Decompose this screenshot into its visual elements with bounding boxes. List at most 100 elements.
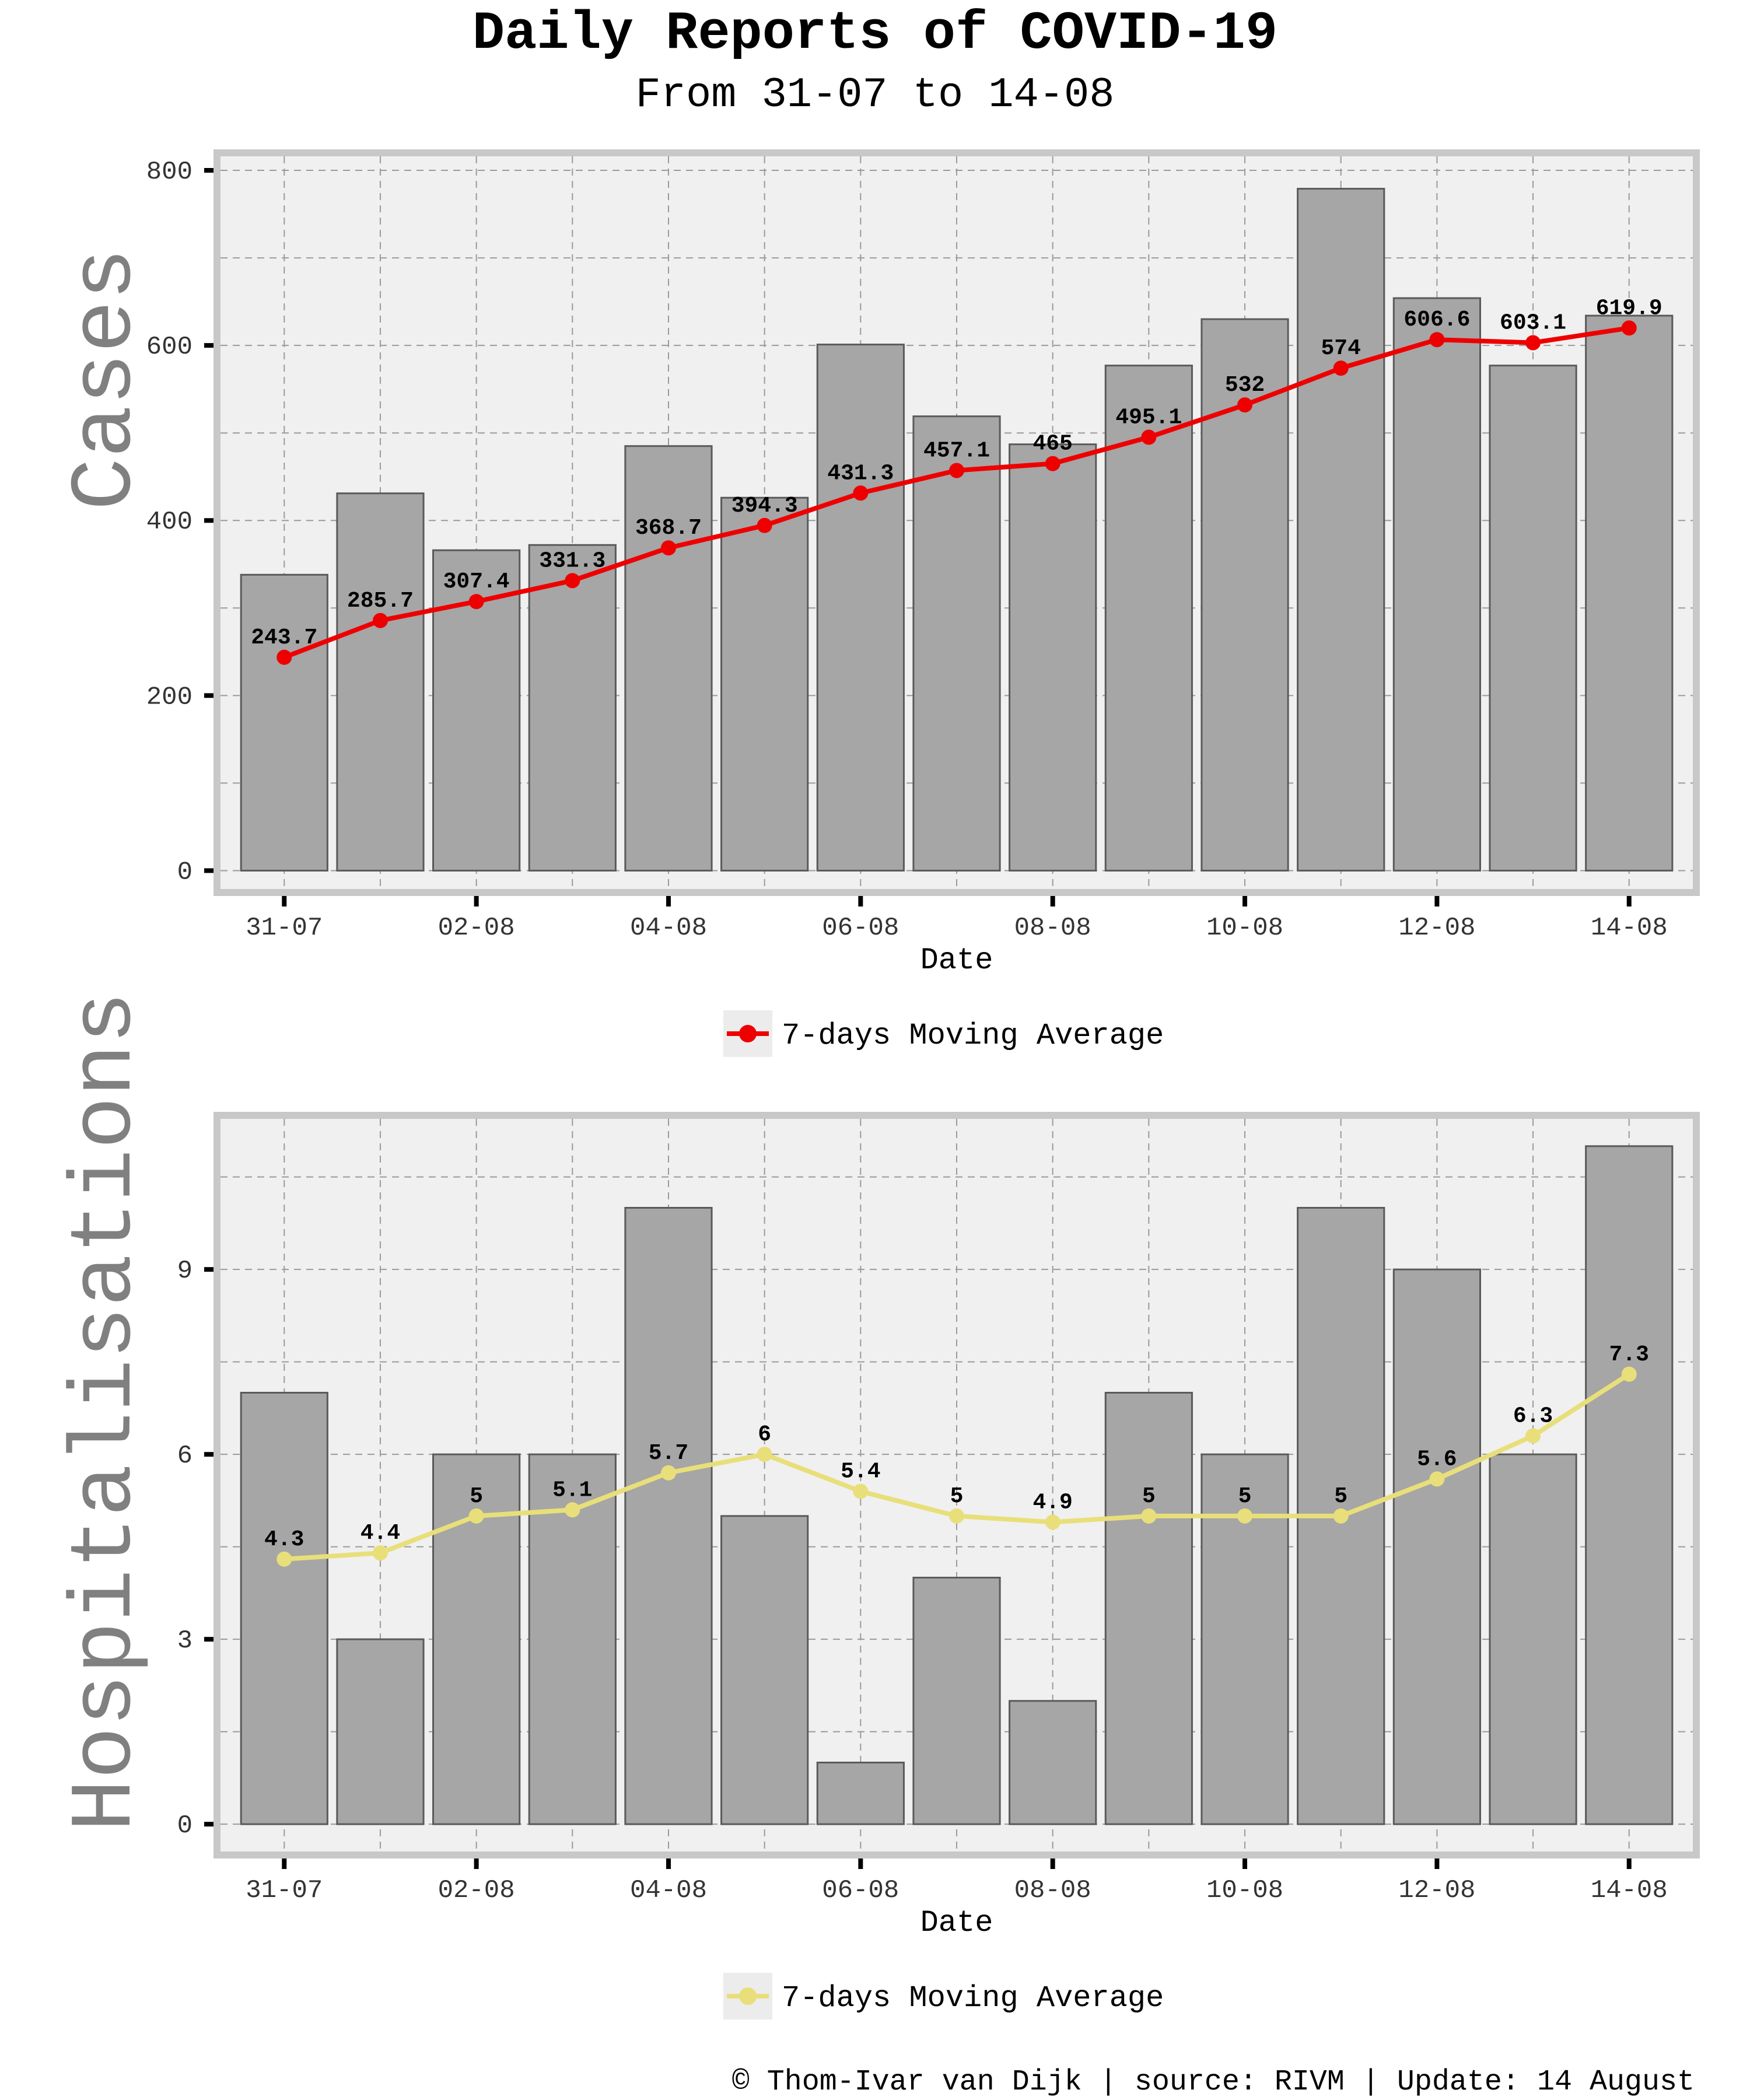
bar-13-08 — [1489, 1453, 1577, 1825]
y-tick-label: 200 — [146, 682, 192, 712]
legend-label: 7-days Moving Average — [782, 1981, 1164, 2015]
data-label-12-08: 5.6 — [1417, 1447, 1457, 1472]
y-tick-label: 0 — [177, 858, 192, 887]
bar-06-08 — [816, 344, 905, 872]
data-label-08-08: 465 — [1032, 432, 1072, 457]
x-tick-label-14-08: 14-08 — [1591, 914, 1668, 943]
y-axis: 0 3 6 9 — [177, 1256, 214, 1840]
bar-31-07 — [240, 573, 328, 872]
moving-average-point-06-08 — [853, 485, 869, 501]
y-tick-label: 3 — [177, 1626, 192, 1656]
x-tick-label-04-08: 04-08 — [630, 914, 707, 943]
bar-14-08 — [1585, 1145, 1674, 1825]
data-label-03-08: 5.1 — [552, 1478, 592, 1503]
data-label-07-08: 5 — [950, 1484, 964, 1509]
moving-average-point-08-08 — [1045, 1514, 1060, 1530]
moving-average-point-14-08 — [1621, 320, 1637, 336]
bar-04-08 — [624, 445, 713, 872]
x-tick-label-10-08: 10-08 — [1206, 1876, 1283, 1905]
bar-06-08 — [816, 1762, 905, 1825]
data-label-01-08: 285.7 — [347, 589, 414, 614]
bar-04-08 — [624, 1207, 713, 1825]
moving-average-point-03-08 — [565, 573, 580, 589]
bar-03-08 — [528, 1453, 617, 1825]
data-label-06-08: 431.3 — [827, 461, 894, 486]
x-tick-label-31-07: 31-07 — [246, 1876, 323, 1905]
side-label-hospitalisations: Hospitalisations — [57, 992, 156, 1832]
data-label-03-08: 331.3 — [539, 548, 606, 573]
data-label-14-08: 7.3 — [1609, 1342, 1649, 1367]
x-tick-label-02-08: 02-08 — [438, 1876, 515, 1905]
x-tick-label-02-08: 02-08 — [438, 914, 515, 943]
data-label-11-08: 5 — [1334, 1484, 1348, 1509]
data-label-10-08: 5 — [1238, 1484, 1252, 1509]
data-label-05-08: 6 — [758, 1422, 771, 1447]
data-label-05-08: 394.3 — [732, 494, 798, 519]
chart-title: Daily Reports of COVID-19 — [473, 3, 1278, 64]
data-label-14-08: 619.9 — [1596, 296, 1662, 321]
x-axis-title: Date — [921, 1906, 993, 1940]
x-axis-title: Date — [921, 943, 993, 978]
data-label-31-07: 243.7 — [251, 625, 317, 650]
cases-panel: 243.7 285.7 307.4 331.3 368.7 394.3 431.3 457.1… — [146, 149, 1700, 1057]
bar-07-08 — [912, 415, 1001, 872]
y-tick-label: 9 — [177, 1256, 192, 1286]
data-label-13-08: 603.1 — [1500, 310, 1566, 335]
x-tick-label-14-08: 14-08 — [1591, 1876, 1668, 1905]
data-label-02-08: 5 — [470, 1484, 483, 1509]
bar-09-08 — [1104, 365, 1193, 872]
moving-average-point-31-07 — [276, 649, 292, 665]
bar-05-08 — [720, 496, 809, 872]
data-label-11-08: 574 — [1321, 336, 1360, 361]
x-tick-label-06-08: 06-08 — [822, 1876, 899, 1905]
y-tick-label: 400 — [146, 508, 192, 537]
data-label-04-08: 5.7 — [649, 1441, 688, 1466]
data-label-07-08: 457.1 — [923, 439, 990, 464]
moving-average-point-11-08 — [1333, 1508, 1349, 1524]
footer-credit: © Thom-Ivar van Dijk | source: RIVM | Up… — [732, 2066, 1695, 2099]
moving-average-point-08-08 — [1045, 456, 1060, 471]
x-tick-label-04-08: 04-08 — [630, 1876, 707, 1905]
x-tick-label-10-08: 10-08 — [1206, 914, 1283, 943]
y-axis: 0 200 400 600 800 — [146, 158, 214, 887]
moving-average-point-09-08 — [1141, 1508, 1157, 1524]
moving-average-point-07-08 — [949, 1508, 964, 1524]
data-label-13-08: 6.3 — [1513, 1404, 1553, 1429]
data-label-31-07: 4.3 — [264, 1527, 304, 1552]
bar-11-08 — [1297, 188, 1385, 872]
side-labels: Cases Hospitalisations — [57, 248, 156, 1832]
moving-average-point-07-08 — [949, 463, 964, 478]
bar-05-08 — [720, 1515, 809, 1825]
moving-average-point-04-08 — [660, 540, 676, 556]
moving-average-point-04-08 — [660, 1465, 676, 1480]
chart-subtitle: From 31-07 to 14-08 — [636, 71, 1115, 119]
x-tick-label-12-08: 12-08 — [1398, 1876, 1475, 1905]
moving-average-point-13-08 — [1525, 335, 1541, 351]
moving-average-point-12-08 — [1429, 332, 1445, 348]
moving-average-point-14-08 — [1621, 1366, 1637, 1382]
y-tick-label: 0 — [177, 1811, 192, 1840]
bar-01-08 — [336, 1638, 425, 1825]
bar-31-07 — [240, 1392, 328, 1825]
bar-14-08 — [1585, 314, 1674, 872]
data-label-01-08: 4.4 — [360, 1521, 400, 1546]
moving-average-point-31-07 — [276, 1551, 292, 1567]
bar-08-08 — [1009, 1700, 1097, 1825]
moving-average-point-05-08 — [757, 517, 772, 533]
legend-label: 7-days Moving Average — [782, 1019, 1164, 1053]
side-label-cases: Cases — [57, 248, 156, 510]
moving-average-point-10-08 — [1237, 1508, 1253, 1524]
data-label-06-08: 5.4 — [841, 1460, 880, 1485]
bar-09-08 — [1104, 1392, 1193, 1825]
moving-average-point-05-08 — [757, 1447, 772, 1462]
x-tick-label-08-08: 08-08 — [1014, 1876, 1091, 1905]
data-label-12-08: 606.6 — [1404, 307, 1470, 332]
x-axis: 31-07 02-08 04-08 06-08 08-08 10-08 12-08 14-08 — [246, 1859, 1668, 1905]
bar-12-08 — [1392, 297, 1481, 872]
x-tick-label-12-08: 12-08 — [1398, 914, 1475, 943]
bar-03-08 — [528, 544, 617, 872]
x-tick-label-06-08: 06-08 — [822, 914, 899, 943]
bar-12-08 — [1392, 1268, 1481, 1825]
moving-average-point-06-08 — [853, 1483, 869, 1499]
